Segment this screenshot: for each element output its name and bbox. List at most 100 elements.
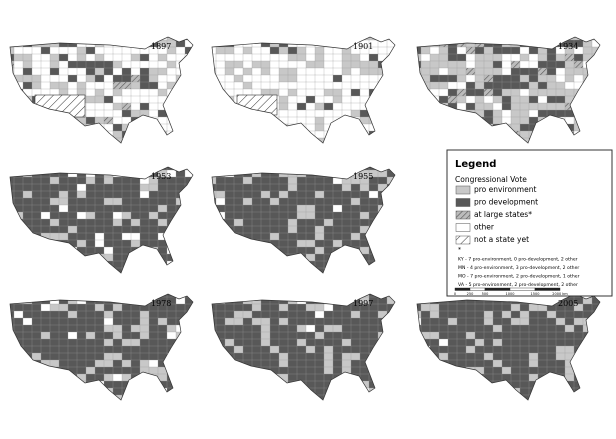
district: [314, 246, 325, 255]
district: [85, 37, 96, 41]
district: [359, 81, 370, 90]
district: [417, 387, 422, 396]
district: [121, 317, 132, 326]
district: [13, 373, 24, 382]
district: [184, 95, 193, 104]
district: [323, 253, 334, 262]
district: [359, 190, 370, 199]
district: [546, 338, 557, 347]
district: [112, 123, 123, 132]
district: [130, 137, 141, 143]
district: [465, 310, 476, 319]
district: [350, 167, 361, 171]
district: [212, 123, 217, 132]
district: [341, 352, 352, 361]
district: [377, 380, 388, 389]
scale-label: 2000 km: [552, 292, 568, 296]
district: [175, 81, 186, 90]
district: [341, 81, 352, 90]
district: [483, 74, 494, 83]
district: [510, 46, 521, 55]
district: [260, 169, 271, 178]
district: [94, 294, 105, 298]
district: [194, 374, 203, 381]
district: [564, 394, 575, 400]
district: [314, 310, 325, 319]
district: [157, 137, 168, 143]
district: [323, 294, 334, 298]
district: [260, 387, 271, 396]
district: [601, 89, 610, 96]
district: [528, 46, 539, 55]
district: [386, 197, 395, 206]
district: [103, 74, 114, 83]
district: [287, 387, 298, 396]
district: [591, 116, 600, 125]
district: [58, 39, 69, 48]
district: [103, 176, 114, 185]
district: [377, 260, 388, 269]
district: [332, 253, 343, 262]
district: [13, 317, 24, 326]
district: [287, 338, 298, 347]
district: [341, 338, 352, 347]
district: [591, 380, 600, 389]
district: [130, 190, 141, 199]
district: [49, 46, 60, 55]
district: [40, 130, 51, 139]
district: [13, 267, 24, 273]
district: [483, 109, 494, 118]
district: [251, 294, 262, 298]
district: [49, 197, 60, 206]
district: [212, 95, 217, 104]
district: [242, 67, 253, 76]
district: [396, 360, 405, 367]
district: [314, 53, 325, 62]
district: [130, 88, 141, 97]
district: [67, 46, 78, 55]
district: [184, 246, 193, 255]
district: [368, 95, 379, 104]
district: [510, 387, 521, 396]
district: [465, 380, 476, 389]
district: [537, 317, 548, 326]
district: [130, 102, 141, 111]
district: [251, 74, 262, 83]
district: [510, 88, 521, 97]
district: [465, 130, 476, 139]
district: [296, 183, 307, 192]
district: [148, 394, 159, 400]
district: [519, 366, 530, 375]
district: [67, 232, 78, 241]
district: [94, 167, 105, 171]
district: [260, 46, 271, 55]
district: [112, 37, 123, 41]
district: [377, 137, 388, 143]
district: [438, 324, 449, 333]
district: [305, 211, 316, 220]
district: [13, 167, 24, 171]
district: [76, 211, 87, 220]
district: [40, 74, 51, 83]
district: [184, 74, 193, 83]
district: [103, 380, 114, 389]
district: [417, 116, 422, 125]
district: [194, 61, 203, 68]
district: [233, 331, 244, 340]
district: [103, 67, 114, 76]
district: [269, 253, 280, 262]
district: [359, 74, 370, 83]
district: [546, 81, 557, 90]
district: [447, 310, 458, 319]
district: [85, 232, 96, 241]
district: [130, 296, 141, 305]
district: [13, 394, 24, 400]
district: [386, 253, 395, 262]
district: [287, 167, 298, 171]
district: [483, 137, 494, 143]
district: [474, 317, 485, 326]
district: [582, 109, 593, 118]
district: [148, 359, 159, 368]
district: [341, 123, 352, 132]
district: [184, 116, 193, 125]
